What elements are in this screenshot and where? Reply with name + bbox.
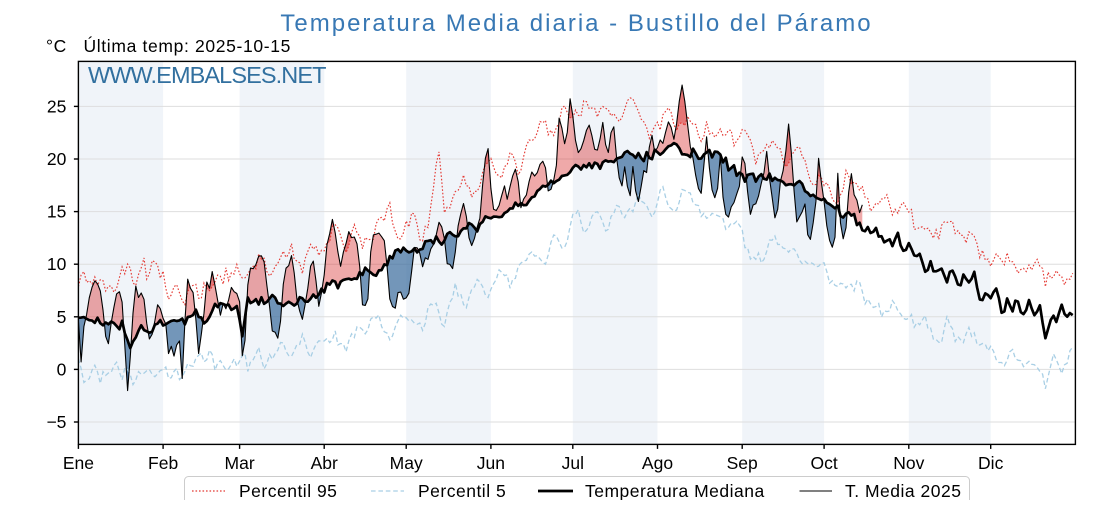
svg-text:15: 15	[47, 202, 66, 222]
svg-text:−5: −5	[46, 412, 66, 432]
svg-text:T. Media 2025: T. Media 2025	[845, 481, 961, 500]
svg-text:5: 5	[57, 307, 67, 327]
svg-text:25: 25	[47, 96, 66, 116]
svg-text:Dic: Dic	[978, 453, 1004, 473]
svg-text:Feb: Feb	[148, 453, 178, 473]
svg-text:Percentil 95: Percentil 95	[239, 481, 337, 500]
svg-text:Sep: Sep	[727, 453, 758, 473]
svg-text:Percentil 5: Percentil 5	[418, 481, 506, 500]
svg-text:WWW.EMBALSES.NET: WWW.EMBALSES.NET	[88, 62, 326, 88]
svg-text:20: 20	[47, 149, 67, 169]
svg-text:Jul: Jul	[562, 453, 584, 473]
svg-text:Ago: Ago	[642, 453, 673, 473]
svg-text:Ene: Ene	[63, 453, 94, 473]
svg-text:0: 0	[57, 359, 67, 379]
svg-text:Jun: Jun	[477, 453, 505, 473]
svg-text:Temperatura Mediana: Temperatura Mediana	[585, 481, 765, 500]
svg-text:Oct: Oct	[810, 453, 837, 473]
svg-text:Mar: Mar	[225, 453, 255, 473]
svg-text:Abr: Abr	[311, 453, 338, 473]
svg-text:Nov: Nov	[893, 453, 924, 473]
svg-text:°C Última temp: 2025-10-15: °C Última temp: 2025-10-15	[46, 35, 291, 56]
svg-text:10: 10	[47, 254, 67, 274]
svg-text:Temperatura Media diaria - Bus: Temperatura Media diaria - Bustillo del …	[280, 10, 872, 37]
svg-text:May: May	[390, 453, 423, 473]
